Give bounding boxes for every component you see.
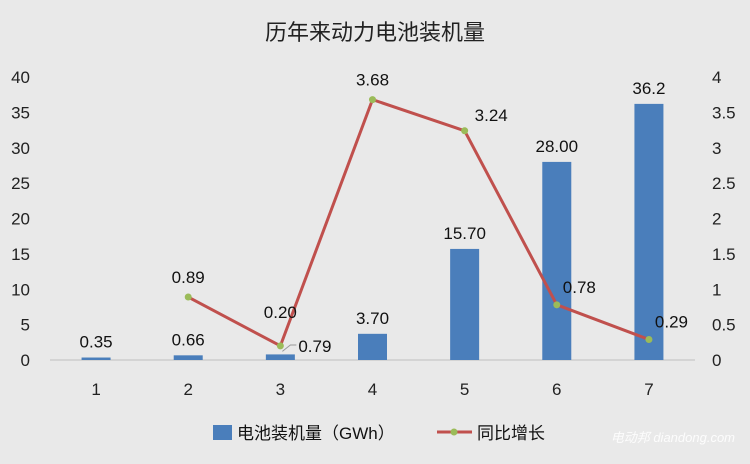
- line-data-label: 0.20: [264, 303, 297, 322]
- line-data-label: 0.29: [655, 312, 688, 331]
- y-right-tick-label: 1.5: [712, 245, 736, 264]
- bar-data-label: 36.2: [632, 79, 665, 98]
- bar-data-label: 3.70: [356, 309, 389, 328]
- y-right-tick-label: 3.5: [712, 103, 736, 122]
- bar-data-label: 15.70: [443, 224, 486, 243]
- line-data-label: 0.89: [172, 268, 205, 287]
- bar-series: [81, 103, 664, 360]
- bar: [358, 333, 387, 360]
- legend-label-line: 同比增长: [477, 424, 545, 443]
- y-left-tick-label: 35: [11, 103, 30, 122]
- y-right-tick-label: 2: [712, 210, 721, 229]
- legend: 电池装机量（GWh） 同比增长: [213, 424, 545, 443]
- x-tick-label: 4: [368, 380, 377, 399]
- data-labels: 0.35 0.66 0.79 3.70 15.70 28.00 36.2 0.89 0.20 3.…: [80, 71, 688, 356]
- legend-swatch-bar: [213, 425, 232, 440]
- x-tick-label: 3: [276, 380, 285, 399]
- bar: [265, 354, 295, 360]
- bar: [634, 103, 664, 360]
- line-path: [187, 98, 650, 348]
- line-point: [276, 342, 284, 350]
- y-left-tick-label: 25: [11, 174, 30, 193]
- line-data-label: 3.68: [356, 71, 389, 90]
- legend-label-bar: 电池装机量（GWh）: [237, 424, 395, 443]
- x-tick-label: 6: [552, 380, 561, 399]
- y-left-tick-label: 5: [21, 316, 30, 335]
- x-tick-label: 5: [460, 380, 469, 399]
- x-tick-label: 1: [91, 380, 100, 399]
- bar: [542, 161, 572, 360]
- y-left-tick-label: 30: [11, 139, 30, 158]
- line-point: [461, 127, 469, 135]
- line-point: [184, 293, 192, 301]
- x-tick-label: 7: [644, 380, 653, 399]
- legend-marker-line: [450, 428, 458, 436]
- y-right-tick-label: 3: [712, 139, 721, 158]
- label-leader-line: [282, 344, 297, 352]
- y-right-tick-label: 2.5: [712, 174, 736, 193]
- bar: [450, 248, 480, 360]
- y-left-tick-label: 0: [21, 351, 30, 370]
- y-left-tick-label: 40: [11, 68, 30, 87]
- y-left-tick-label: 20: [11, 210, 30, 229]
- y-right-tick-label: 1: [712, 280, 721, 299]
- y-left-tick-label: 10: [11, 280, 30, 299]
- y-right-tick-label: 0.5: [712, 316, 736, 335]
- line-point: [369, 96, 376, 104]
- bar-data-label: 28.00: [536, 137, 579, 156]
- line-data-label: 0.78: [563, 278, 596, 297]
- line-data-label: 3.24: [475, 106, 508, 125]
- axes: 0 5 10 15 20 25 30 35 40 0 0.5 1 1.5 2 2.5 3 3.5 4 1 2 3 4 5 6 7: [11, 68, 736, 399]
- x-tick-label: 2: [183, 380, 192, 399]
- bar-data-label: 0.35: [80, 333, 113, 352]
- line-point: [553, 301, 561, 309]
- bar-data-label: 0.79: [298, 337, 331, 356]
- line-series: [184, 96, 653, 350]
- watermark: 电动邦 diandong.com: [611, 430, 735, 445]
- bar: [81, 357, 111, 360]
- y-left-tick-label: 15: [11, 245, 30, 264]
- y-right-tick-label: 0: [712, 351, 721, 370]
- bar: [173, 355, 203, 360]
- chart-title: 历年来动力电池装机量: [265, 20, 485, 45]
- line-point: [645, 335, 653, 343]
- bar-data-label: 0.66: [172, 330, 205, 349]
- y-right-tick-label: 4: [712, 68, 721, 87]
